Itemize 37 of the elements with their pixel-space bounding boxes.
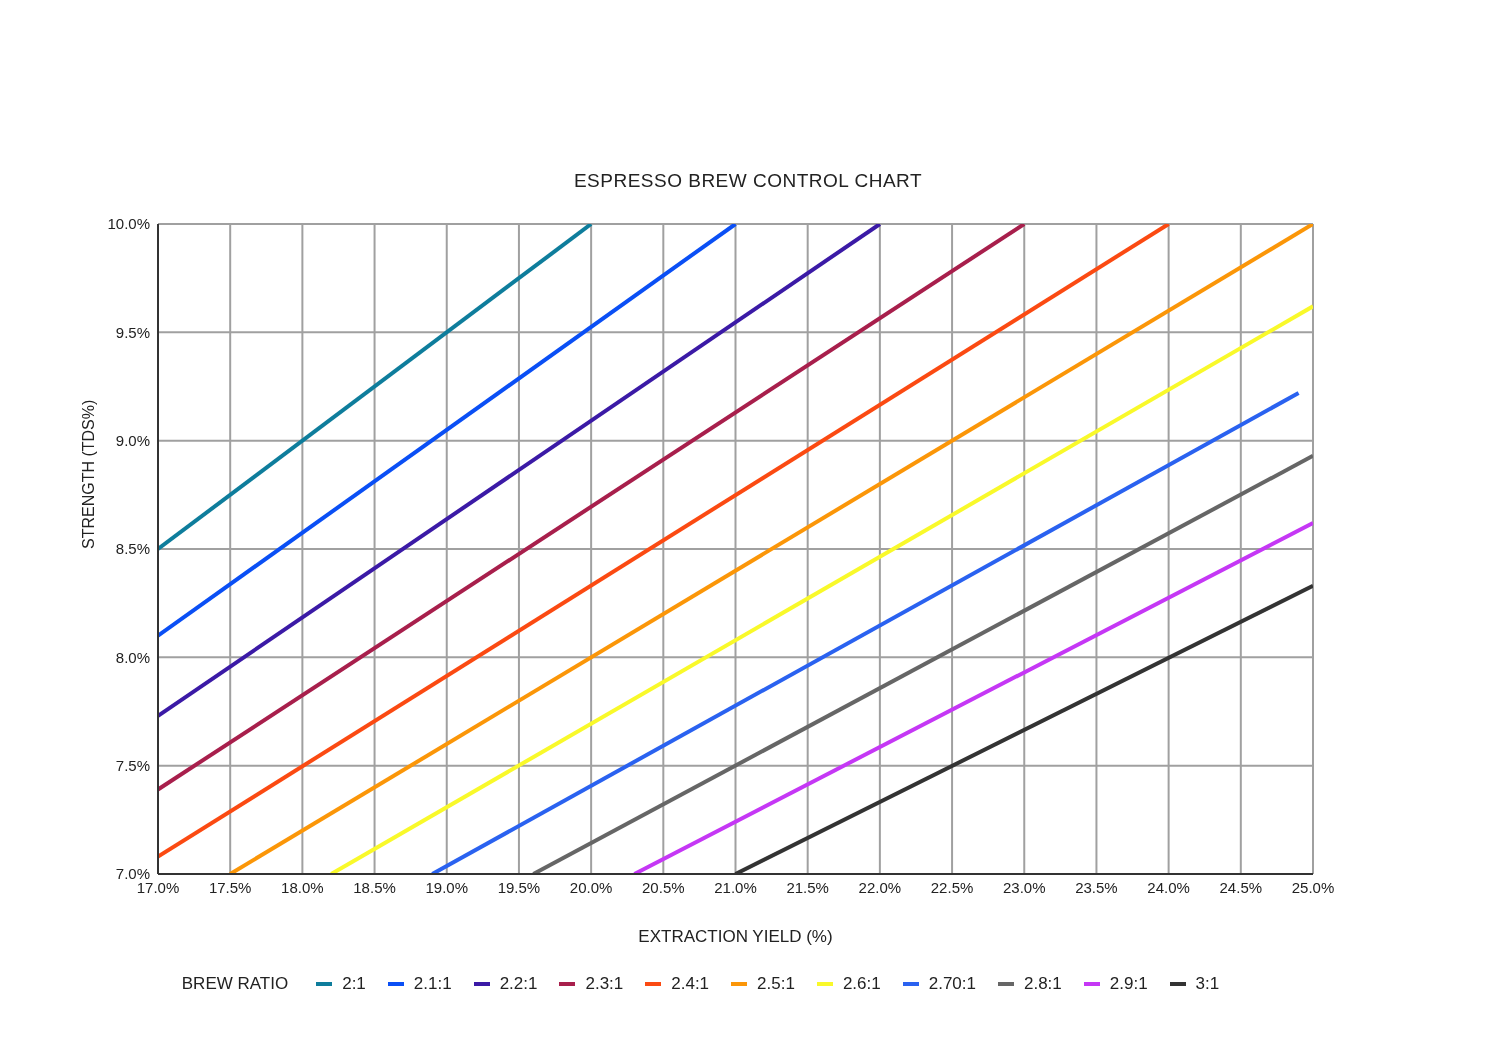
chart-title: ESPRESSO BREW CONTROL CHART bbox=[572, 170, 924, 192]
x-tick-label: 22.0% bbox=[858, 878, 902, 896]
legend-title: BREW RATIO bbox=[181, 974, 289, 994]
legend-label: 2.70:1 bbox=[928, 974, 976, 994]
y-tick-label: 8.5% bbox=[115, 540, 150, 558]
x-tick-label: 25.0% bbox=[1291, 878, 1335, 896]
x-tick-label: 23.0% bbox=[1002, 878, 1046, 896]
x-tick-label: 18.5% bbox=[353, 878, 396, 896]
y-tick-label: 10.0% bbox=[107, 215, 150, 233]
x-tick-label: 23.5% bbox=[1075, 878, 1118, 896]
y-tick-label: 9.5% bbox=[115, 323, 150, 341]
x-tick-label: 19.5% bbox=[497, 878, 541, 896]
legend-label: 2.8:1 bbox=[1023, 974, 1062, 994]
legend-label: 2.5:1 bbox=[757, 974, 795, 994]
x-tick-label: 24.0% bbox=[1147, 878, 1190, 896]
x-tick-label: 21.0% bbox=[714, 878, 757, 896]
legend-label: 2.1:1 bbox=[413, 974, 452, 994]
x-tick-label: 21.5% bbox=[786, 878, 829, 896]
x-tick-label: 18.0% bbox=[281, 878, 324, 896]
x-tick-label: 19.0% bbox=[425, 878, 469, 896]
legend-label: 2.2:1 bbox=[499, 974, 538, 994]
x-tick-label: 22.5% bbox=[930, 878, 974, 896]
y-tick-label: 8.0% bbox=[115, 648, 150, 666]
legend-label: 3:1 bbox=[1195, 974, 1220, 994]
y-tick-label: 7.5% bbox=[115, 756, 150, 774]
y-tick-label: 9.0% bbox=[115, 431, 150, 449]
legend-label: 2:1 bbox=[342, 974, 366, 994]
legend-label: 2.4:1 bbox=[671, 974, 710, 994]
legend-label: 2.9:1 bbox=[1109, 974, 1148, 994]
x-tick-label: 20.5% bbox=[642, 878, 685, 896]
x-axis-title: EXTRACTION YIELD (%) bbox=[638, 927, 833, 946]
legend-label: 2.6:1 bbox=[842, 974, 881, 994]
y-axis-title: STRENGTH (TDS%) bbox=[79, 399, 97, 549]
x-tick-label: 20.0% bbox=[569, 878, 613, 896]
legend-label: 2.3:1 bbox=[585, 974, 624, 994]
x-tick-label: 17.5% bbox=[208, 878, 252, 896]
x-tick-label: 24.5% bbox=[1219, 878, 1263, 896]
